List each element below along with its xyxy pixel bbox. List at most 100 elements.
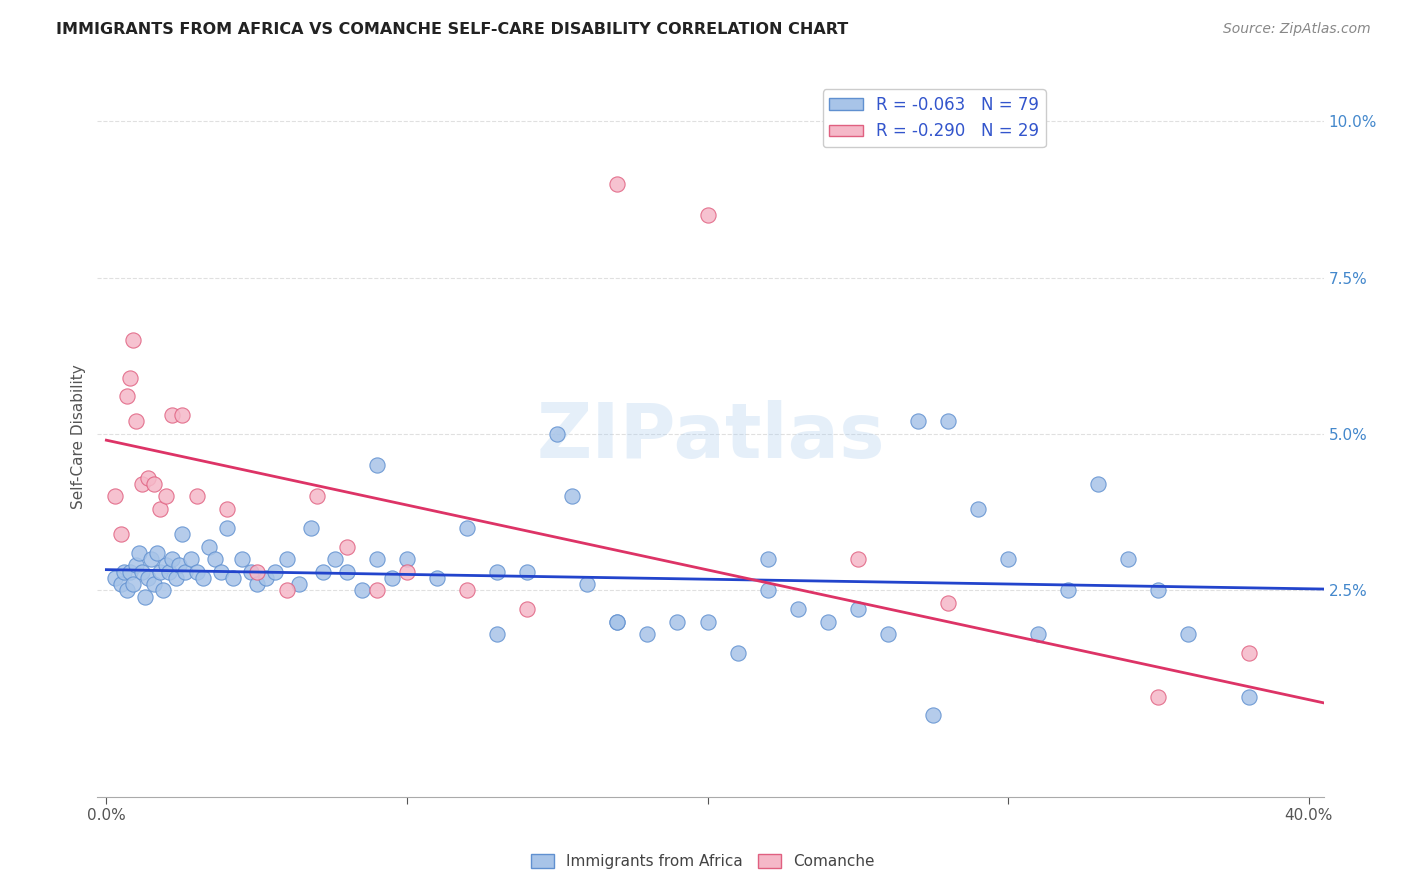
Point bbox=[197, 540, 219, 554]
Point bbox=[246, 577, 269, 591]
Point bbox=[967, 502, 990, 516]
Y-axis label: Self-Care Disability: Self-Care Disability bbox=[72, 365, 86, 509]
Point bbox=[191, 571, 214, 585]
Point bbox=[131, 477, 153, 491]
Point bbox=[817, 615, 839, 629]
Point bbox=[209, 565, 232, 579]
Point bbox=[141, 552, 163, 566]
Point bbox=[636, 627, 658, 641]
Point bbox=[155, 490, 177, 504]
Point bbox=[128, 546, 150, 560]
Point bbox=[456, 583, 478, 598]
Point bbox=[122, 333, 145, 347]
Point bbox=[456, 521, 478, 535]
Point bbox=[907, 414, 929, 428]
Point bbox=[312, 565, 335, 579]
Legend: Immigrants from Africa, Comanche: Immigrants from Africa, Comanche bbox=[524, 848, 882, 875]
Point bbox=[336, 565, 359, 579]
Point bbox=[120, 370, 142, 384]
Point bbox=[486, 627, 509, 641]
Point bbox=[263, 565, 285, 579]
Point bbox=[936, 596, 959, 610]
Point bbox=[162, 408, 184, 422]
Point bbox=[1026, 627, 1049, 641]
Point bbox=[104, 571, 127, 585]
Point bbox=[159, 565, 181, 579]
Point bbox=[366, 458, 388, 473]
Point bbox=[138, 471, 160, 485]
Point bbox=[576, 577, 599, 591]
Point bbox=[170, 408, 193, 422]
Point bbox=[1057, 583, 1080, 598]
Point bbox=[546, 426, 568, 441]
Point bbox=[110, 527, 132, 541]
Point bbox=[143, 577, 166, 591]
Point bbox=[756, 583, 779, 598]
Point bbox=[1237, 646, 1260, 660]
Point bbox=[204, 552, 226, 566]
Point bbox=[696, 615, 718, 629]
Point bbox=[1177, 627, 1199, 641]
Point bbox=[138, 571, 160, 585]
Point bbox=[117, 389, 139, 403]
Point bbox=[167, 558, 190, 573]
Point bbox=[922, 708, 945, 723]
Point bbox=[666, 615, 689, 629]
Point bbox=[125, 558, 148, 573]
Point bbox=[426, 571, 449, 585]
Point bbox=[110, 577, 132, 591]
Point bbox=[395, 565, 418, 579]
Point bbox=[846, 602, 869, 616]
Point bbox=[786, 602, 808, 616]
Point bbox=[215, 502, 238, 516]
Point bbox=[486, 565, 509, 579]
Point bbox=[149, 565, 172, 579]
Point bbox=[221, 571, 243, 585]
Point bbox=[215, 521, 238, 535]
Point bbox=[1147, 583, 1170, 598]
Point bbox=[131, 565, 153, 579]
Point bbox=[366, 583, 388, 598]
Point bbox=[1087, 477, 1109, 491]
Text: ZIPatlas: ZIPatlas bbox=[536, 400, 884, 474]
Point bbox=[149, 502, 172, 516]
Point bbox=[336, 540, 359, 554]
Point bbox=[846, 552, 869, 566]
Point bbox=[180, 552, 202, 566]
Point bbox=[606, 615, 628, 629]
Point bbox=[231, 552, 253, 566]
Point bbox=[299, 521, 322, 535]
Point bbox=[727, 646, 749, 660]
Point bbox=[323, 552, 346, 566]
Point bbox=[143, 477, 166, 491]
Point bbox=[516, 565, 538, 579]
Text: IMMIGRANTS FROM AFRICA VS COMANCHE SELF-CARE DISABILITY CORRELATION CHART: IMMIGRANTS FROM AFRICA VS COMANCHE SELF-… bbox=[56, 22, 848, 37]
Point bbox=[165, 571, 187, 585]
Point bbox=[1237, 690, 1260, 704]
Legend: R = -0.063   N = 79, R = -0.290   N = 29: R = -0.063 N = 79, R = -0.290 N = 29 bbox=[823, 89, 1046, 147]
Point bbox=[155, 558, 177, 573]
Point bbox=[170, 527, 193, 541]
Point bbox=[696, 208, 718, 222]
Point bbox=[186, 490, 208, 504]
Point bbox=[350, 583, 373, 598]
Point bbox=[756, 552, 779, 566]
Point bbox=[1147, 690, 1170, 704]
Point bbox=[997, 552, 1019, 566]
Point bbox=[146, 546, 169, 560]
Point bbox=[1118, 552, 1140, 566]
Point bbox=[561, 490, 583, 504]
Point bbox=[276, 552, 298, 566]
Point bbox=[186, 565, 208, 579]
Point bbox=[366, 552, 388, 566]
Text: Source: ZipAtlas.com: Source: ZipAtlas.com bbox=[1223, 22, 1371, 37]
Point bbox=[395, 552, 418, 566]
Point bbox=[287, 577, 309, 591]
Point bbox=[173, 565, 195, 579]
Point bbox=[125, 414, 148, 428]
Point bbox=[246, 565, 269, 579]
Point bbox=[606, 615, 628, 629]
Point bbox=[239, 565, 262, 579]
Point bbox=[516, 602, 538, 616]
Point bbox=[276, 583, 298, 598]
